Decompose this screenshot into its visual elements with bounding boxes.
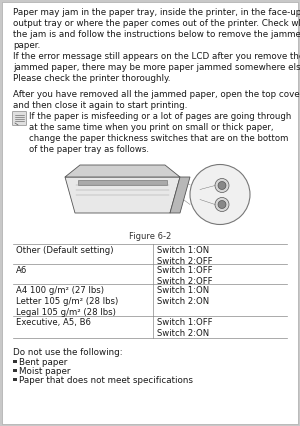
FancyBboxPatch shape <box>13 112 26 126</box>
Text: Switch 1:ON
Switch 2:OFF: Switch 1:ON Switch 2:OFF <box>157 246 212 266</box>
Text: Executive, A5, B6: Executive, A5, B6 <box>16 318 91 327</box>
Polygon shape <box>78 180 167 185</box>
Bar <box>13 360 16 363</box>
Circle shape <box>190 164 250 225</box>
Bar <box>13 377 16 381</box>
Polygon shape <box>65 165 180 177</box>
Text: Other (Default setting): Other (Default setting) <box>16 246 113 255</box>
Text: Figure 6-2: Figure 6-2 <box>129 232 171 241</box>
Text: Switch 1:OFF
Switch 2:OFF: Switch 1:OFF Switch 2:OFF <box>157 266 212 286</box>
Text: Moist paper: Moist paper <box>19 367 70 376</box>
Text: If the error message still appears on the LCD after you remove the
jammed paper,: If the error message still appears on th… <box>13 52 300 83</box>
Text: Paper may jam in the paper tray, inside the printer, in the face-up
output tray : Paper may jam in the paper tray, inside … <box>13 8 300 50</box>
Text: A4 100 g/m² (27 lbs)
Letter 105 g/m² (28 lbs)
Legal 105 g/m² (28 lbs): A4 100 g/m² (27 lbs) Letter 105 g/m² (28… <box>16 286 118 317</box>
Circle shape <box>215 178 229 193</box>
Text: If the paper is misfeeding or a lot of pages are going through
at the same time : If the paper is misfeeding or a lot of p… <box>29 112 291 154</box>
Bar <box>13 368 16 372</box>
Polygon shape <box>65 177 180 213</box>
Text: Do not use the following:: Do not use the following: <box>13 348 123 357</box>
Polygon shape <box>170 177 190 213</box>
Text: Paper that does not meet specifications: Paper that does not meet specifications <box>19 376 193 385</box>
Text: A6: A6 <box>16 266 27 275</box>
Circle shape <box>218 181 226 190</box>
Circle shape <box>218 201 226 208</box>
Text: After you have removed all the jammed paper, open the top cover
and then close i: After you have removed all the jammed pa… <box>13 90 300 110</box>
Text: Switch 1:OFF
Switch 2:ON: Switch 1:OFF Switch 2:ON <box>157 318 212 338</box>
Text: Switch 1:ON
Switch 2:ON: Switch 1:ON Switch 2:ON <box>157 286 209 306</box>
Circle shape <box>215 198 229 211</box>
Text: Bent paper: Bent paper <box>19 358 68 367</box>
